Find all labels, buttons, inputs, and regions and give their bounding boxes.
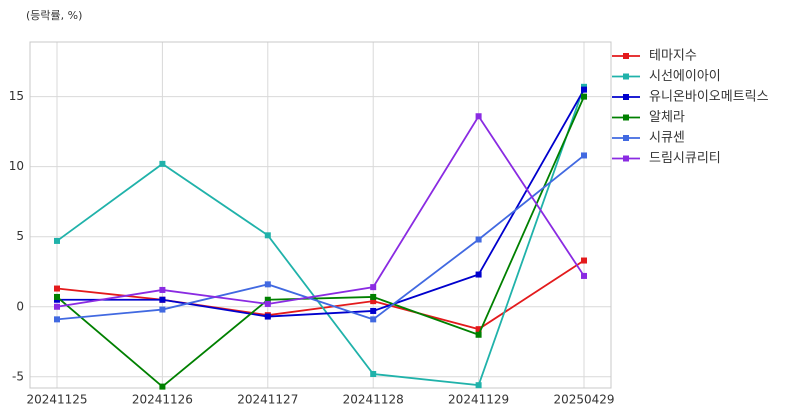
legend-marker bbox=[623, 135, 629, 141]
series-line bbox=[56, 96, 585, 388]
legend-label: 유니온바이오메트릭스 bbox=[649, 90, 769, 105]
point-marker bbox=[159, 306, 166, 313]
y-tick-label: -5 bbox=[12, 369, 24, 383]
y-tick-label: 15 bbox=[9, 89, 24, 103]
point-marker bbox=[159, 286, 166, 293]
y-tick-label: 5 bbox=[16, 229, 24, 243]
x-tick-label: 20241128 bbox=[343, 393, 404, 407]
series-line bbox=[56, 114, 585, 308]
series-line bbox=[56, 86, 585, 387]
point-marker bbox=[54, 303, 60, 310]
point-marker bbox=[581, 152, 587, 159]
x-tick-label: 20241127 bbox=[237, 393, 298, 407]
point-marker bbox=[370, 370, 377, 377]
point-marker bbox=[264, 281, 271, 288]
x-tick-label: 20241126 bbox=[132, 393, 193, 407]
point-marker bbox=[159, 160, 166, 167]
point-marker bbox=[264, 300, 271, 307]
legend-marker bbox=[623, 114, 629, 121]
point-marker bbox=[475, 326, 482, 333]
point-marker bbox=[370, 293, 377, 300]
x-tick-label: 20241125 bbox=[26, 393, 87, 407]
series-line bbox=[57, 89, 585, 318]
point-marker bbox=[54, 285, 60, 292]
point-marker bbox=[475, 382, 482, 389]
x-tick-label: 20241129 bbox=[448, 393, 509, 407]
legend-marker bbox=[623, 53, 629, 59]
point-marker bbox=[159, 383, 166, 390]
point-marker bbox=[475, 236, 482, 243]
series-line bbox=[56, 259, 585, 331]
legend-marker bbox=[623, 73, 629, 80]
point-marker bbox=[370, 298, 377, 305]
point-marker bbox=[264, 313, 271, 320]
plot-border bbox=[29, 41, 612, 389]
point-marker bbox=[54, 293, 60, 300]
point-marker bbox=[54, 237, 60, 244]
point-marker bbox=[581, 86, 587, 93]
legend-label: 알체라 bbox=[649, 110, 685, 125]
point-marker bbox=[370, 307, 377, 314]
legend-label: 테마지수 bbox=[649, 49, 697, 64]
series-line bbox=[56, 154, 585, 321]
point-marker bbox=[475, 113, 482, 120]
point-marker bbox=[475, 331, 482, 338]
point-marker bbox=[264, 232, 271, 239]
legend-label: 드림시큐리티 bbox=[649, 151, 721, 166]
point-marker bbox=[370, 316, 377, 323]
point-marker bbox=[581, 93, 587, 100]
point-marker bbox=[370, 284, 377, 291]
legend-label: 시선에이아이 bbox=[649, 69, 721, 84]
x-tick-label: 20250429 bbox=[553, 393, 614, 407]
point-marker bbox=[581, 257, 587, 264]
legend-marker bbox=[623, 94, 629, 100]
point-marker bbox=[54, 316, 60, 323]
y-axis-label: (등락률, %) bbox=[26, 9, 82, 22]
point-marker bbox=[264, 296, 271, 303]
legend-label: 시큐센 bbox=[649, 131, 685, 146]
point-marker bbox=[159, 296, 166, 303]
y-tick-label: 0 bbox=[16, 299, 24, 313]
y-tick-label: 10 bbox=[9, 159, 24, 173]
legend-marker bbox=[623, 155, 629, 162]
point-marker bbox=[475, 271, 482, 278]
point-marker bbox=[581, 272, 587, 279]
